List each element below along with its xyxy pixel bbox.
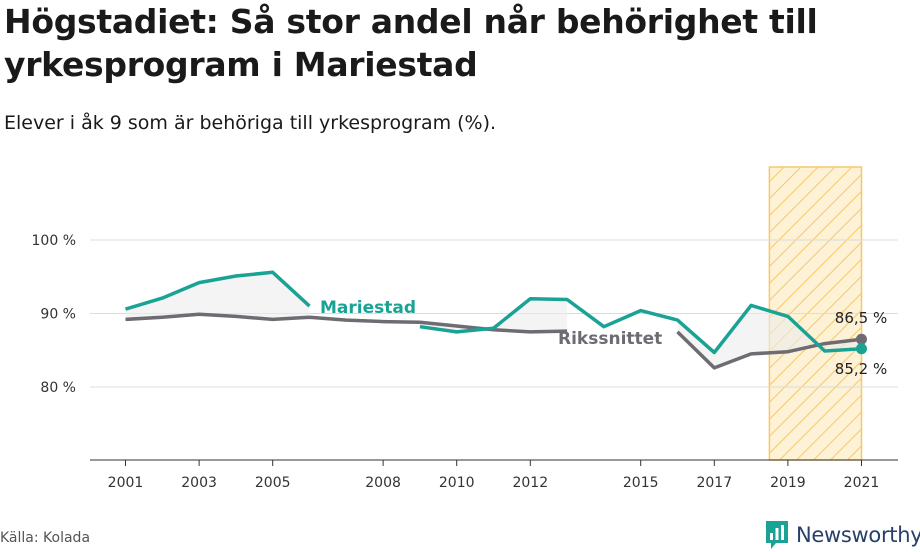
series-label-mariestad: Mariestad (320, 298, 416, 318)
end-label-riksnittet: 86,5 % (835, 309, 887, 327)
y-tick-label-90: 90 % (40, 307, 76, 323)
end-label-mariestad: 85,2 % (835, 360, 887, 378)
y-tick-label-80: 80 % (40, 380, 76, 396)
end-point-mariestad (856, 343, 867, 355)
series-lines-layer (124, 270, 867, 370)
x-tick-label-2019: 2019 (770, 475, 806, 491)
source-note: Källa: Kolada (0, 530, 91, 546)
difference-area-2 (677, 305, 862, 368)
series-label-riksnittet: Rikssnittet (558, 329, 662, 349)
x-tick-label-2005: 2005 (255, 475, 291, 491)
x-axis: 2001 2003 2005 2008 2010 2012 2015 2017 2019 2021 (90, 459, 898, 491)
x-tick-label-2001: 2001 (108, 475, 144, 491)
x-tick-label-2012: 2012 (512, 475, 548, 491)
x-tick-label-2003: 2003 (181, 475, 217, 491)
difference-area-0 (125, 272, 310, 320)
brand-logo: Newsworthy (764, 519, 920, 551)
x-tick-label-2021: 2021 (844, 475, 880, 491)
difference-area-1 (419, 298, 568, 332)
end-point-riksnittet (856, 333, 867, 345)
newsworthy-logo-icon (766, 521, 788, 549)
series-line-mariestad (124, 270, 862, 355)
x-tick-label-2010: 2010 (439, 475, 475, 491)
chart-subtitle: Elever i åk 9 som är behöriga till yrkes… (4, 112, 497, 134)
labels-layer: Mariestad Rikssnittet 86,5 % 85,2 % (320, 298, 887, 378)
difference-area-layer (125, 272, 862, 368)
x-tick-label-2015: 2015 (623, 475, 659, 491)
brand-name: Newsworthy (796, 523, 920, 547)
x-tick-label-2017: 2017 (696, 475, 732, 491)
chart-title: Högstadiet: Så stor andel når behörighet… (4, 2, 818, 84)
y-tick-label-100: 100 % (32, 233, 76, 249)
x-tick-label-2008: 2008 (365, 475, 401, 491)
